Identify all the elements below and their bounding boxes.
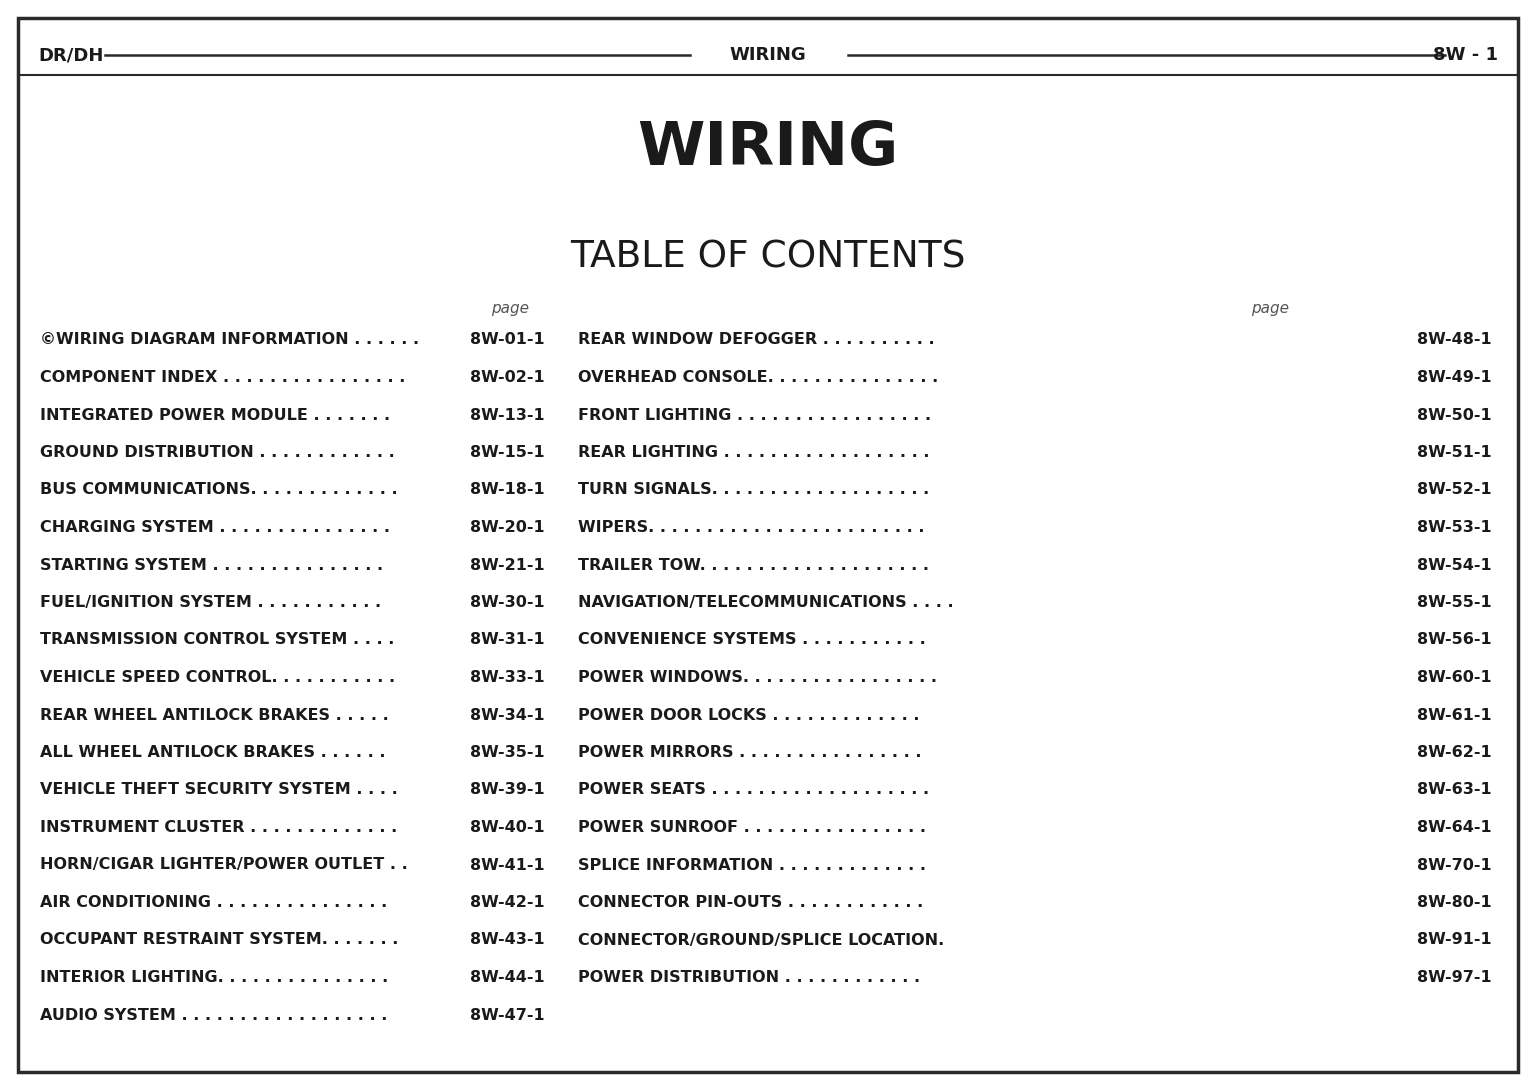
Text: HORN/CIGAR LIGHTER/POWER OUTLET . .: HORN/CIGAR LIGHTER/POWER OUTLET . . <box>40 858 407 872</box>
Text: 8W-49-1: 8W-49-1 <box>1418 370 1491 385</box>
Text: INTEGRATED POWER MODULE . . . . . . .: INTEGRATED POWER MODULE . . . . . . . <box>40 408 390 423</box>
Text: AUDIO SYSTEM . . . . . . . . . . . . . . . . . .: AUDIO SYSTEM . . . . . . . . . . . . . .… <box>40 1007 387 1022</box>
Text: POWER DOOR LOCKS . . . . . . . . . . . . .: POWER DOOR LOCKS . . . . . . . . . . . .… <box>578 707 920 723</box>
Text: VEHICLE SPEED CONTROL. . . . . . . . . . .: VEHICLE SPEED CONTROL. . . . . . . . . .… <box>40 670 395 685</box>
Text: 8W-43-1: 8W-43-1 <box>470 933 545 947</box>
Text: 8W-34-1: 8W-34-1 <box>470 707 545 723</box>
Text: 8W-30-1: 8W-30-1 <box>470 595 545 610</box>
Text: POWER MIRRORS . . . . . . . . . . . . . . . .: POWER MIRRORS . . . . . . . . . . . . . … <box>578 744 922 760</box>
Text: 8W - 1: 8W - 1 <box>1433 46 1498 64</box>
Text: AIR CONDITIONING . . . . . . . . . . . . . . .: AIR CONDITIONING . . . . . . . . . . . .… <box>40 895 387 910</box>
Text: POWER SEATS . . . . . . . . . . . . . . . . . . .: POWER SEATS . . . . . . . . . . . . . . … <box>578 783 929 798</box>
Text: 8W-62-1: 8W-62-1 <box>1418 744 1491 760</box>
Text: OCCUPANT RESTRAINT SYSTEM. . . . . . .: OCCUPANT RESTRAINT SYSTEM. . . . . . . <box>40 933 398 947</box>
Text: CHARGING SYSTEM . . . . . . . . . . . . . . .: CHARGING SYSTEM . . . . . . . . . . . . … <box>40 520 390 535</box>
Text: DR/DH: DR/DH <box>38 46 103 64</box>
Text: FUEL/IGNITION SYSTEM . . . . . . . . . . .: FUEL/IGNITION SYSTEM . . . . . . . . . .… <box>40 595 381 610</box>
Text: 8W-55-1: 8W-55-1 <box>1418 595 1491 610</box>
Text: OVERHEAD CONSOLE. . . . . . . . . . . . . . .: OVERHEAD CONSOLE. . . . . . . . . . . . … <box>578 370 938 385</box>
Text: 8W-39-1: 8W-39-1 <box>470 783 545 798</box>
Text: 8W-63-1: 8W-63-1 <box>1418 783 1491 798</box>
Text: TRANSMISSION CONTROL SYSTEM . . . .: TRANSMISSION CONTROL SYSTEM . . . . <box>40 632 395 647</box>
Text: 8W-48-1: 8W-48-1 <box>1418 332 1491 348</box>
Text: ALL WHEEL ANTILOCK BRAKES . . . . . .: ALL WHEEL ANTILOCK BRAKES . . . . . . <box>40 744 386 760</box>
Text: 8W-54-1: 8W-54-1 <box>1418 557 1491 572</box>
Text: COMPONENT INDEX . . . . . . . . . . . . . . . .: COMPONENT INDEX . . . . . . . . . . . . … <box>40 370 406 385</box>
Text: 8W-53-1: 8W-53-1 <box>1418 520 1491 535</box>
Text: 8W-20-1: 8W-20-1 <box>470 520 545 535</box>
Text: SPLICE INFORMATION . . . . . . . . . . . . .: SPLICE INFORMATION . . . . . . . . . . .… <box>578 858 926 872</box>
Text: 8W-02-1: 8W-02-1 <box>470 370 545 385</box>
Text: 8W-70-1: 8W-70-1 <box>1418 858 1491 872</box>
Text: 8W-60-1: 8W-60-1 <box>1418 670 1491 685</box>
Text: 8W-47-1: 8W-47-1 <box>470 1007 545 1022</box>
Text: 8W-35-1: 8W-35-1 <box>470 744 545 760</box>
Text: 8W-18-1: 8W-18-1 <box>470 483 545 497</box>
Text: POWER DISTRIBUTION . . . . . . . . . . . .: POWER DISTRIBUTION . . . . . . . . . . .… <box>578 970 920 985</box>
Text: 8W-56-1: 8W-56-1 <box>1418 632 1491 647</box>
Text: 8W-33-1: 8W-33-1 <box>470 670 545 685</box>
Text: VEHICLE THEFT SECURITY SYSTEM . . . .: VEHICLE THEFT SECURITY SYSTEM . . . . <box>40 783 398 798</box>
Text: TABLE OF CONTENTS: TABLE OF CONTENTS <box>570 240 966 276</box>
Text: CONNECTOR/GROUND/SPLICE LOCATION.: CONNECTOR/GROUND/SPLICE LOCATION. <box>578 933 945 947</box>
Text: WIRING: WIRING <box>730 46 806 64</box>
Text: 8W-50-1: 8W-50-1 <box>1418 408 1491 423</box>
Text: 8W-97-1: 8W-97-1 <box>1418 970 1491 985</box>
Text: POWER WINDOWS. . . . . . . . . . . . . . . . .: POWER WINDOWS. . . . . . . . . . . . . .… <box>578 670 937 685</box>
Text: 8W-01-1: 8W-01-1 <box>470 332 545 348</box>
Text: 8W-31-1: 8W-31-1 <box>470 632 545 647</box>
Text: INTERIOR LIGHTING. . . . . . . . . . . . . . .: INTERIOR LIGHTING. . . . . . . . . . . .… <box>40 970 389 985</box>
Text: 8W-41-1: 8W-41-1 <box>470 858 545 872</box>
Text: 8W-80-1: 8W-80-1 <box>1418 895 1491 910</box>
Text: STARTING SYSTEM . . . . . . . . . . . . . . .: STARTING SYSTEM . . . . . . . . . . . . … <box>40 557 382 572</box>
Text: page: page <box>492 301 528 315</box>
Text: 8W-64-1: 8W-64-1 <box>1418 820 1491 835</box>
Text: REAR LIGHTING . . . . . . . . . . . . . . . . . .: REAR LIGHTING . . . . . . . . . . . . . … <box>578 445 929 460</box>
Text: POWER SUNROOF . . . . . . . . . . . . . . . .: POWER SUNROOF . . . . . . . . . . . . . … <box>578 820 926 835</box>
Text: 8W-61-1: 8W-61-1 <box>1418 707 1491 723</box>
Text: BUS COMMUNICATIONS. . . . . . . . . . . . .: BUS COMMUNICATIONS. . . . . . . . . . . … <box>40 483 398 497</box>
Text: FRONT LIGHTING . . . . . . . . . . . . . . . . .: FRONT LIGHTING . . . . . . . . . . . . .… <box>578 408 931 423</box>
Text: 8W-40-1: 8W-40-1 <box>470 820 545 835</box>
Text: CONVENIENCE SYSTEMS . . . . . . . . . . .: CONVENIENCE SYSTEMS . . . . . . . . . . … <box>578 632 926 647</box>
Text: INSTRUMENT CLUSTER . . . . . . . . . . . . .: INSTRUMENT CLUSTER . . . . . . . . . . .… <box>40 820 398 835</box>
Text: 8W-52-1: 8W-52-1 <box>1418 483 1491 497</box>
Text: CONNECTOR PIN-OUTS . . . . . . . . . . . .: CONNECTOR PIN-OUTS . . . . . . . . . . .… <box>578 895 923 910</box>
Text: 8W-44-1: 8W-44-1 <box>470 970 545 985</box>
Text: 8W-51-1: 8W-51-1 <box>1418 445 1491 460</box>
Text: TRAILER TOW. . . . . . . . . . . . . . . . . . . .: TRAILER TOW. . . . . . . . . . . . . . .… <box>578 557 929 572</box>
Text: 8W-91-1: 8W-91-1 <box>1418 933 1491 947</box>
Text: page: page <box>1250 301 1289 315</box>
Text: TURN SIGNALS. . . . . . . . . . . . . . . . . . .: TURN SIGNALS. . . . . . . . . . . . . . … <box>578 483 929 497</box>
Text: 8W-42-1: 8W-42-1 <box>470 895 545 910</box>
Text: 8W-13-1: 8W-13-1 <box>470 408 545 423</box>
Text: 8W-15-1: 8W-15-1 <box>470 445 545 460</box>
Text: REAR WINDOW DEFOGGER . . . . . . . . . .: REAR WINDOW DEFOGGER . . . . . . . . . . <box>578 332 934 348</box>
Text: 8W-21-1: 8W-21-1 <box>470 557 545 572</box>
Text: REAR WHEEL ANTILOCK BRAKES . . . . .: REAR WHEEL ANTILOCK BRAKES . . . . . <box>40 707 389 723</box>
Text: WIPERS. . . . . . . . . . . . . . . . . . . . . . . .: WIPERS. . . . . . . . . . . . . . . . . … <box>578 520 925 535</box>
Text: GROUND DISTRIBUTION . . . . . . . . . . . .: GROUND DISTRIBUTION . . . . . . . . . . … <box>40 445 395 460</box>
Text: NAVIGATION/TELECOMMUNICATIONS . . . .: NAVIGATION/TELECOMMUNICATIONS . . . . <box>578 595 954 610</box>
Text: WIRING: WIRING <box>637 119 899 178</box>
Text: ©WIRING DIAGRAM INFORMATION . . . . . .: ©WIRING DIAGRAM INFORMATION . . . . . . <box>40 332 419 348</box>
